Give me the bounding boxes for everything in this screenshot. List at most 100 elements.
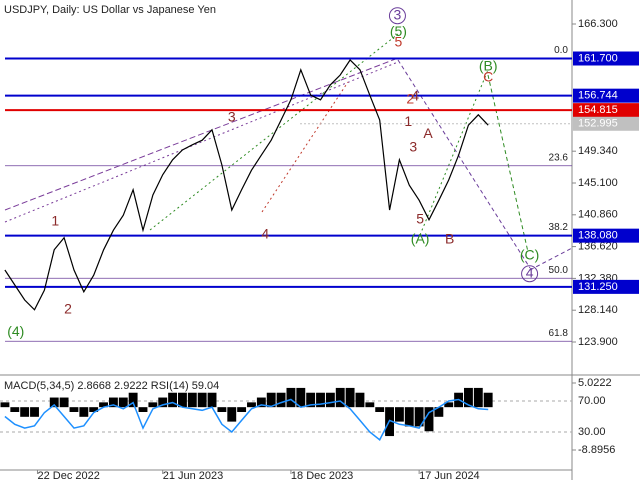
level-label: 156.744 [578,90,618,102]
wave-label: 4 [526,264,534,280]
wave-label: 5 [395,33,403,49]
macd-bar [59,397,69,408]
macd-bar [108,397,118,408]
macd-bar [355,392,365,408]
level-label: 154.815 [578,104,618,116]
macd-bar [424,407,434,432]
macd-bar [375,407,385,412]
wave-label: 1 [51,213,59,229]
wave-label: 4 [411,87,419,103]
macd-bar [30,407,39,417]
x-tick-label: 22 Dec 2022 [37,470,99,480]
x-tick-label: 18 Dec 2023 [291,470,353,480]
macd-bar [335,387,345,408]
macd-bar [325,392,335,408]
y-tick-label: 5.0222 [578,377,612,389]
level-box [573,103,639,118]
level-box [573,116,639,131]
y-tick-label: 166.300 [578,18,618,30]
y-tick-label: 145.100 [578,177,618,189]
wave-label: (4) [7,323,24,339]
macd-bar [394,407,404,422]
wave-circle [521,265,539,283]
chart-title: USDJPY, Daily: US Dollar vs Japanese Yen [4,4,216,16]
macd-bar [20,407,30,417]
y-tick-label: 149.340 [578,145,618,157]
macd-bar [266,392,276,408]
wave-label: 1 [404,113,412,129]
level-box [573,51,639,66]
macd-bar [197,392,207,408]
rsi-line [4,398,489,441]
y-tick-label: 136.620 [578,241,618,253]
y-tick-label: 128.140 [578,304,618,316]
level-box [573,279,639,294]
x-tick-label: 17 Jun 2024 [419,470,480,480]
macd-bar [0,402,10,408]
wave-label: 5 [416,210,424,226]
level-label: 138.080 [578,230,618,242]
macd-bar [118,397,128,408]
wave-label: (A) [411,231,430,247]
macd-bar [365,402,375,408]
wave-label: 3 [394,6,402,22]
x-tick-label: 21 Jun 2023 [163,470,224,480]
wave-line [397,59,531,269]
macd-bar [306,392,316,408]
macd-bar [345,387,355,408]
macd-bar [276,392,286,408]
wave-line [529,247,573,271]
macd-bar [464,387,473,408]
macd-bar [138,407,148,412]
y2-tick-label: 70.00 [578,395,606,407]
macd-bar [296,387,306,408]
level-label: 152.995 [578,118,618,130]
wave-line [487,74,529,253]
wave-label: A [423,125,433,141]
fib-label: 23.6 [549,152,569,163]
macd-bar [217,407,227,412]
macd-bar [237,407,247,412]
wave-label: (B) [479,57,498,73]
wave-label: (5) [390,23,407,39]
y-tick-label: -8.8956 [578,444,615,456]
macd-bar [256,397,266,408]
macd-bar [473,387,483,408]
wave-label: 4 [261,225,269,241]
macd-bar [79,407,89,417]
macd-bar [187,392,197,408]
macd-bar [227,407,237,422]
macd-bar [99,402,108,408]
macd-bar [89,407,99,412]
indicator-title: MACD(5,34,5) 2.8668 2.9222 RSI(14) 59.04 [4,380,219,392]
y2-tick-label: 30.00 [578,426,606,438]
fib-label: 0.0 [554,45,568,56]
wave-circle [388,7,406,25]
macd-bar [414,407,424,427]
fib-label: 38.2 [549,222,569,233]
wave-label: 3 [409,138,417,154]
level-label: 161.700 [578,52,618,64]
wave-label: 2 [64,300,72,316]
wave-label: (C) [520,246,539,262]
macd-bar [10,407,20,412]
macd-bar [148,402,158,408]
wave-label: 2 [406,90,414,106]
y-tick-label: 140.860 [578,209,618,221]
level-box [573,88,639,103]
macd-bar [178,392,187,408]
macd-bar [247,402,256,408]
wave-label: C [483,69,493,85]
fib-label: 61.8 [549,328,569,339]
wave-label: 3 [228,108,236,124]
macd-bar [128,392,138,408]
macd-bar [316,392,325,408]
macd-bar [207,392,217,408]
fib-label: 50.0 [549,265,569,276]
macd-bar [483,392,493,408]
macd-bar [168,392,178,408]
channel-line [4,61,399,223]
macd-bar [434,407,444,417]
wave-line [261,81,349,213]
